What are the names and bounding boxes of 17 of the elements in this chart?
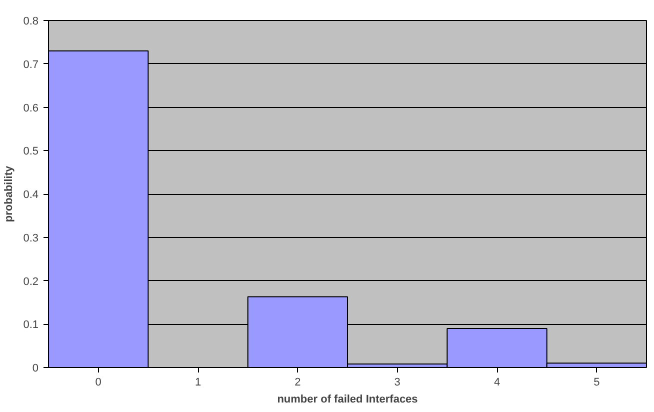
x-tick-label: 1 bbox=[194, 376, 202, 388]
y-tick-label: 0.1 bbox=[23, 319, 39, 332]
x-tick-label: 0 bbox=[95, 376, 102, 388]
y-tick-label: 0.8 bbox=[23, 16, 39, 28]
y-tick-label: 0.5 bbox=[23, 146, 39, 158]
x-axis-title: number of failed Interfaces bbox=[277, 394, 418, 406]
x-tick-label: 3 bbox=[394, 376, 400, 388]
y-tick-label: 0.3 bbox=[23, 232, 39, 244]
x-tick-label: 4 bbox=[494, 376, 500, 388]
y-tick-label: 0.6 bbox=[23, 102, 39, 114]
y-tick-label: 0.7 bbox=[23, 58, 39, 71]
y-axis-title: probability bbox=[3, 165, 16, 222]
y-tick-label: 0.2 bbox=[23, 276, 39, 288]
x-tick-label: 5 bbox=[594, 376, 600, 388]
y-tick-label: 0 bbox=[32, 362, 39, 374]
y-tick-label: 0.4 bbox=[23, 189, 39, 201]
x-tick-label: 2 bbox=[294, 376, 301, 388]
